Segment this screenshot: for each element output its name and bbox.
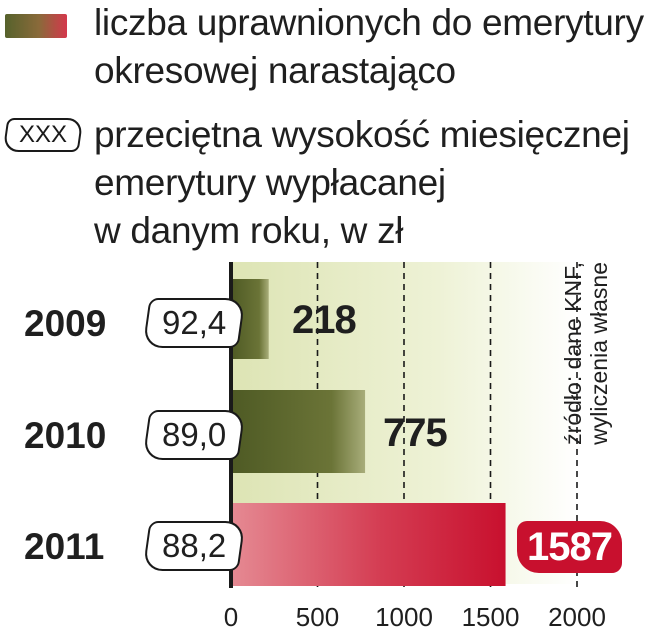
legend-count-line1: liczba uprawnionych do emerytury: [94, 2, 644, 43]
legend-avg-line1: przeciętna wysokość miesięcznej: [94, 114, 630, 155]
avg-pension-box-2010: 89,0: [142, 410, 246, 460]
year-label-2010: 2010: [24, 415, 107, 456]
x-tick-label-2000: 2000: [548, 602, 606, 632]
legend-avg-line3: w danym roku, w zł: [94, 210, 404, 251]
source-note: źródło: dane KNF, wyliczenia własne: [560, 262, 640, 498]
bar-value-label-2011: 1587: [517, 521, 622, 573]
bar-value-label-2009: 218: [292, 298, 357, 342]
source-line1: źródło: dane KNF,: [560, 262, 586, 445]
legend-avg-line2: emerytury wypłacanej: [94, 162, 446, 203]
bar-value-label-2010: 775: [383, 411, 448, 455]
avg-pension-box-2009: 92,4: [142, 298, 246, 348]
x-tick-label-500: 500: [296, 602, 339, 632]
legend-swatch-count: [5, 14, 67, 38]
avg-pension-2009: 92,4: [161, 304, 227, 341]
avg-pension-box-2011: 88,2: [142, 521, 246, 571]
year-label-2009: 2009: [24, 303, 107, 344]
legend-count-line2: okresowej narastająco: [94, 50, 456, 91]
year-label-2011: 2011: [24, 526, 105, 567]
avg-pension-2011: 88,2: [161, 527, 227, 564]
bar-2010: [231, 390, 366, 473]
bar-2011: [231, 503, 506, 586]
x-tick-label-1000: 1000: [375, 602, 433, 632]
source-line2: wyliczenia własne: [586, 262, 612, 445]
x-tick-label-0: 0: [224, 602, 238, 632]
avg-pension-2010: 89,0: [161, 416, 227, 453]
x-tick-label-1500: 1500: [462, 602, 520, 632]
